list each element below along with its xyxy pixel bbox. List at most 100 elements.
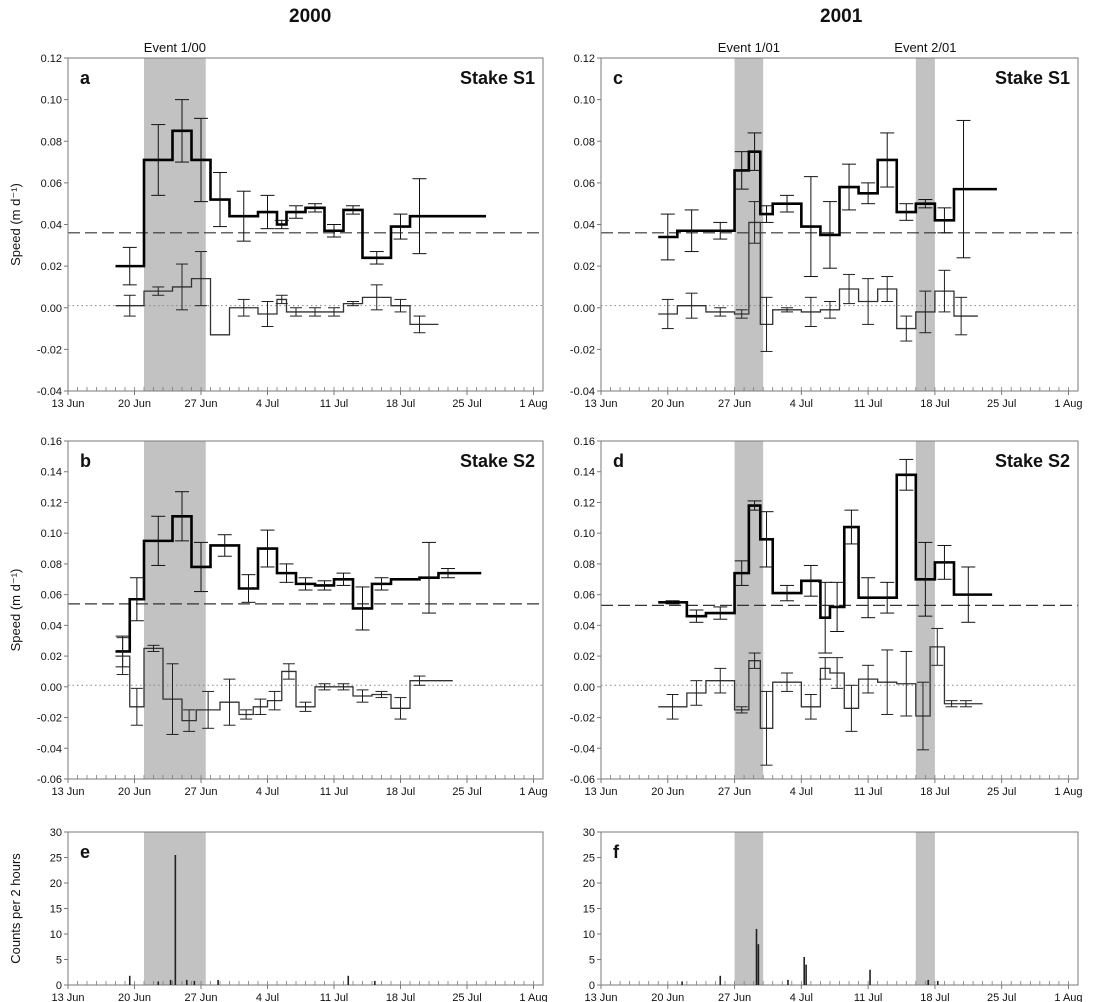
y-tick-label: 0.10 [574,95,595,107]
x-tick-label: 27 Jun [184,786,217,798]
y-axis-label: Speed (m d⁻¹) [8,183,23,266]
error-bar: 0.004 ± 0.002 [275,294,288,305]
error-bar: 0.004 ± 0.008 [714,667,727,694]
error-bar: -0.019 ± 0.022 [916,681,929,751]
y-tick-label: -0.04 [37,386,62,398]
error-bar: 0.002 ± 0.001 [347,301,359,307]
series-speed-line [115,129,486,268]
error-bar: 0.037 ± 0.01 [684,209,699,253]
error-bar: -0.002 ± 0.002 [328,307,340,317]
y-tick-label: 0.00 [41,303,62,315]
y-axis-label: Speed (m d⁻¹) [8,569,23,652]
error-bar: 0.024 ± 0.003 [369,251,384,265]
error-bar: 0.047 ± 0.002 [346,205,360,215]
y-tick-label: 0.06 [41,178,62,190]
error-bar: -0.004 ± 0.008 [690,680,703,706]
error-bar: 0.05 ± 0.004 [780,194,795,213]
x-tick-label: 25 Jul [987,398,1016,410]
x-tick-label: 27 Jun [718,992,751,1002]
error-bar: 0.026 ± 0.012 [931,627,944,666]
error-bar: -0.008 ± 0.004 [413,315,426,334]
error-bar: 0.064 ± 0.009 [241,574,256,603]
error-bar: 0.045 ± 0.023 [818,581,833,654]
stake-label: Stake S1 [995,68,1070,88]
error-bar: 0.044 ± 0.018 [412,178,427,255]
error-bar: 0.057 ± 0.014 [129,577,144,622]
stake-label: Stake S2 [460,451,535,471]
error-bar: -0.003 ± 0.002 [735,309,748,319]
event-band [915,832,935,985]
x-tick-label: 27 Jun [718,398,751,410]
y-tick-label: 0.02 [41,651,62,663]
error-bar: -0.018 ± 0.003 [240,709,253,720]
y-tick-label: 0 [56,980,62,992]
event-label-0: Event 1/00 [144,40,206,55]
y-tick-label: 0.16 [41,436,62,448]
error-bar: -0.014 ± 0.007 [394,697,407,720]
x-tick-label: 4 Jul [790,398,813,410]
error-bar: -0.002 ± 0.007 [804,296,817,327]
error-bar: 0.025 ± 0.002 [147,644,160,652]
error-bar: 0.069 ± 0.01 [803,564,818,597]
y-tick-label: 0.06 [574,590,595,602]
event-band [144,58,206,391]
x-tick-label: 25 Jul [452,992,481,1002]
error-bar: 0.037 ± 0.004 [713,221,728,240]
x-tick-label: 25 Jul [452,398,481,410]
y-tick-label: 25 [583,853,595,865]
plot-frame [67,57,544,392]
x-tick-label: 4 Jul [790,786,813,798]
y-tick-label: 0.10 [574,528,595,540]
error-bar: 0.034 ± 0.011 [660,213,675,261]
x-tick-label: 18 Jul [920,992,949,1002]
panel-f: 0 5 10 15 20 25 30 13 Jun 20 Jun 27 Jun 4 Jul 11 Ju… [583,827,1083,1002]
x-tick-label: 1 Aug [519,786,547,798]
y-tick-label: -0.06 [37,774,62,786]
y-tick-label: 0.08 [41,136,62,148]
x-tick-label: 1 Aug [1054,992,1082,1002]
error-bar: 0.003 ± 0.006 [781,672,794,692]
x-tick-label: 11 Jul [320,398,349,410]
error-bar: 0.07 ± 0.004 [336,572,351,586]
y-tick-label: 0.12 [574,53,595,65]
y-tick-label: -0.02 [570,713,595,725]
x-tick-label: 11 Jul [854,786,883,798]
error-bar: 0.002 ± 0.021 [900,650,913,717]
error-bar: -0.015 ± 0.012 [202,690,215,729]
series-vertical-line [115,647,453,722]
y-tick-label: 0.00 [574,682,595,694]
error-bar: 0.044 ± 0.012 [236,190,251,242]
error-bar: 0.096 ± 0.018 [759,511,774,568]
x-tick-label: 27 Jun [184,398,217,410]
error-bar: 0.058 ± 0.013 [861,577,876,619]
x-tick-label: 11 Jul [320,992,349,1002]
error-bar: 0.074 ± 0.006 [279,563,294,583]
error-bar: 0.035 ± 0.016 [822,201,837,269]
error-bar: -0.001 ± 0.001 [781,307,794,313]
error-bar: 0.009 ± 0.01 [831,657,844,689]
error-bar: 0.104 ± 0.011 [844,509,859,545]
error-bar: -0.022 ± 0.007 [183,709,196,732]
x-tick-label: 20 Jun [118,992,151,1002]
error-bar: 0.012 ± 0.007 [819,657,832,680]
error-bar: 0.048 ± 0.004 [713,606,728,620]
error-bar: -0.014 ± 0.015 [845,684,858,732]
error-bar: -0.013 ± 0.008 [804,694,817,720]
error-bar: 0.074 ± 0.003 [441,568,455,579]
error-bar: 0.095 ± 0.016 [151,515,166,566]
error-bar: 0.014 ± 0.013 [195,251,207,307]
error-bar: 0.092 ± 0.007 [217,534,232,557]
error-bar: 0.06 ± 0.018 [961,566,976,623]
error-bar: 0.046 ± 0.003 [289,205,303,219]
error-bar: 0.052 ± 0.016 [830,581,845,633]
y-tick-label: -0.04 [570,743,595,755]
x-tick-label: 27 Jun [718,786,751,798]
x-tick-label: 13 Jun [584,992,617,1002]
error-bar: -0.011 ± 0.002 [945,700,958,708]
x-tick-label: 18 Jul [920,786,949,798]
y-tick-label: -0.02 [37,344,62,356]
plot-frame [600,831,1079,986]
error-bar: 0.003 ± 0.011 [862,278,875,325]
y-tick-label: 0.16 [574,436,595,448]
y-tick-label: 0.06 [41,590,62,602]
